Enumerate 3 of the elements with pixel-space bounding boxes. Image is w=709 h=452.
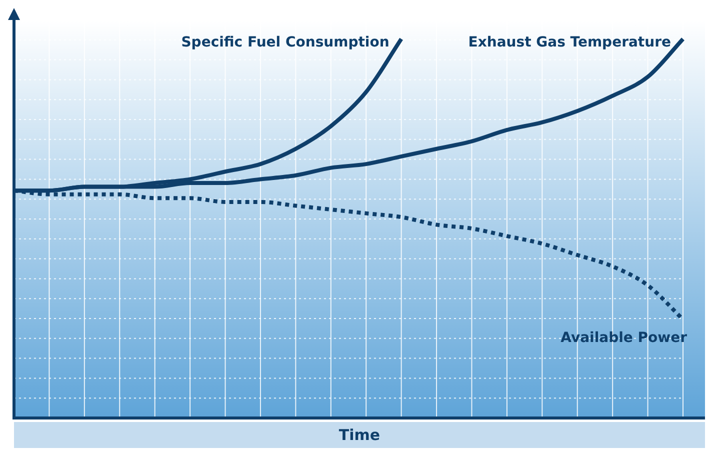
series-label: Specific Fuel Consumption: [181, 34, 390, 51]
series-label: Exhaust Gas Temperature: [468, 34, 671, 51]
x-axis-title: Time: [14, 422, 705, 448]
